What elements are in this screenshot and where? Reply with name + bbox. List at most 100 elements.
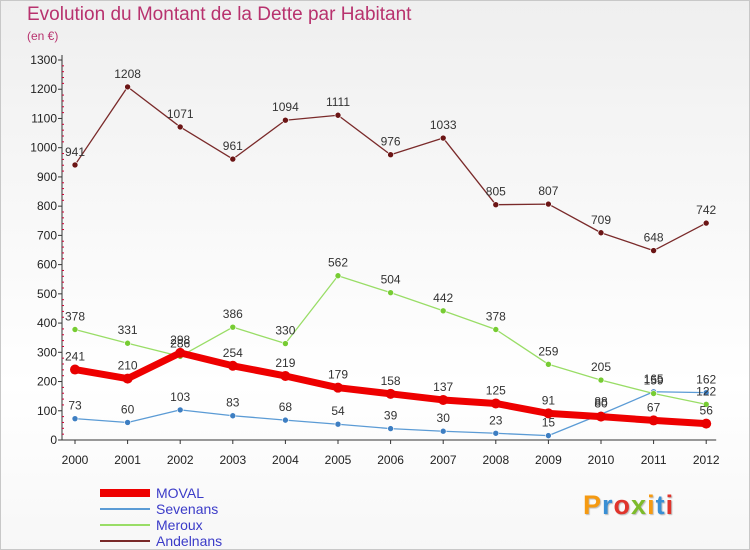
data-point-meroux — [597, 376, 605, 384]
data-point-sevenans — [492, 429, 500, 437]
x-tick-label: 2008 — [482, 453, 509, 467]
data-label-meroux: 331 — [118, 323, 138, 337]
logo-letter: x — [631, 490, 648, 520]
data-label-meroux: 378 — [65, 310, 85, 324]
data-label-sevenans: 15 — [542, 416, 556, 430]
chart-subtitle: (en €) — [27, 29, 59, 43]
y-tick-label: 800 — [37, 199, 57, 213]
data-point-sevenans — [71, 415, 79, 422]
data-point-andelnans — [282, 116, 289, 124]
legend-item-andelnans: Andelnans — [100, 533, 300, 549]
y-tick-label: 400 — [37, 316, 57, 330]
data-label-meroux: 378 — [486, 310, 506, 324]
x-tick-label: 2011 — [641, 453, 667, 467]
data-label-andelnans: 807 — [538, 184, 558, 198]
data-label-andelnans: 742 — [696, 203, 716, 217]
legend-swatch — [100, 524, 150, 526]
chart-legend: MOVAL Sevenans Meroux Andelnans — [100, 485, 300, 549]
data-point-sevenans — [176, 406, 184, 414]
data-label-moval: 137 — [433, 380, 453, 394]
y-tick-label: 1100 — [31, 111, 57, 125]
data-point-sevenans — [282, 416, 289, 424]
data-label-andelnans: 805 — [486, 185, 506, 199]
y-tick-label: 900 — [37, 170, 57, 184]
legend-label: Sevenans — [156, 501, 219, 517]
data-label-andelnans: 648 — [644, 231, 664, 245]
legend-item-meroux: Meroux — [100, 517, 300, 533]
y-tick-label: 1200 — [30, 82, 57, 96]
data-label-moval: 254 — [223, 346, 243, 360]
x-tick-label: 2012 — [693, 453, 720, 467]
data-label-moval: 219 — [275, 356, 295, 370]
data-point-moval — [280, 370, 291, 381]
legend-label: MOVAL — [156, 485, 204, 501]
data-point-meroux — [492, 326, 500, 333]
data-point-sevenans — [545, 432, 552, 439]
x-tick-label: 2005 — [325, 453, 352, 467]
y-tick-label: 200 — [37, 375, 57, 389]
data-label-meroux: 504 — [381, 273, 401, 287]
data-point-meroux — [282, 340, 289, 347]
data-label-sevenans: 165 — [644, 372, 664, 386]
data-point-moval — [438, 394, 449, 405]
y-tick-label: 700 — [37, 228, 57, 242]
legend-item-moval: MOVAL — [100, 485, 300, 501]
data-point-sevenans — [229, 412, 237, 420]
data-label-moval: 298 — [170, 333, 190, 347]
data-point-andelnans — [650, 247, 657, 254]
logo-letter: t — [655, 490, 666, 520]
data-label-meroux: 330 — [275, 324, 295, 338]
data-point-andelnans — [71, 161, 79, 169]
data-label-andelnans: 1111 — [326, 95, 350, 109]
data-point-andelnans — [545, 200, 552, 208]
data-label-moval: 80 — [594, 397, 608, 411]
data-label-meroux: 442 — [433, 291, 453, 305]
data-label-moval: 179 — [328, 368, 348, 382]
data-label-moval: 158 — [381, 374, 401, 388]
data-label-andelnans: 1208 — [114, 67, 141, 81]
data-point-sevenans — [439, 427, 447, 435]
data-point-meroux — [387, 289, 394, 296]
logo-letter: o — [613, 490, 632, 520]
data-point-meroux — [71, 326, 79, 333]
data-point-moval — [227, 360, 238, 371]
data-label-meroux: 386 — [223, 307, 243, 321]
logo-letter: i — [647, 490, 656, 520]
data-point-sevenans — [702, 389, 710, 396]
data-point-meroux — [229, 323, 237, 331]
data-label-sevenans: 54 — [331, 404, 345, 418]
logo-letter: i — [665, 490, 675, 520]
data-point-moval — [385, 388, 396, 399]
data-label-meroux: 286 — [170, 336, 190, 350]
data-point-moval — [648, 415, 659, 426]
data-label-andelnans: 941 — [65, 145, 85, 159]
x-tick-label: 2006 — [377, 453, 404, 467]
y-tick-label: 500 — [37, 287, 57, 301]
y-tick-label: 1000 — [30, 141, 57, 155]
y-tick-label: 0 — [50, 433, 57, 447]
data-point-andelnans — [702, 219, 710, 227]
data-label-sevenans: 103 — [170, 390, 190, 404]
x-tick-label: 2003 — [219, 453, 246, 467]
data-point-meroux — [545, 360, 552, 368]
data-label-sevenans: 39 — [384, 409, 398, 423]
data-point-moval — [70, 364, 80, 375]
data-label-sevenans: 83 — [226, 396, 240, 410]
data-label-meroux: 205 — [591, 360, 611, 374]
x-tick-label: 2001 — [114, 453, 141, 467]
data-label-sevenans: 30 — [437, 411, 451, 425]
data-point-moval — [490, 398, 501, 409]
data-label-meroux: 159 — [644, 374, 664, 388]
data-point-moval — [701, 418, 712, 429]
data-label-moval: 67 — [647, 400, 661, 414]
chart-title: Evolution du Montant de la Dette par Hab… — [27, 4, 412, 25]
data-point-andelnans — [492, 201, 500, 208]
x-tick-label: 2007 — [430, 453, 457, 467]
logo-letter: r — [602, 490, 614, 520]
x-tick-label: 2000 — [62, 453, 89, 467]
data-point-andelnans — [597, 229, 605, 237]
data-point-sevenans — [334, 420, 342, 428]
data-label-moval: 210 — [118, 359, 138, 373]
data-point-meroux — [439, 307, 447, 315]
y-tick-label: 100 — [37, 404, 57, 418]
